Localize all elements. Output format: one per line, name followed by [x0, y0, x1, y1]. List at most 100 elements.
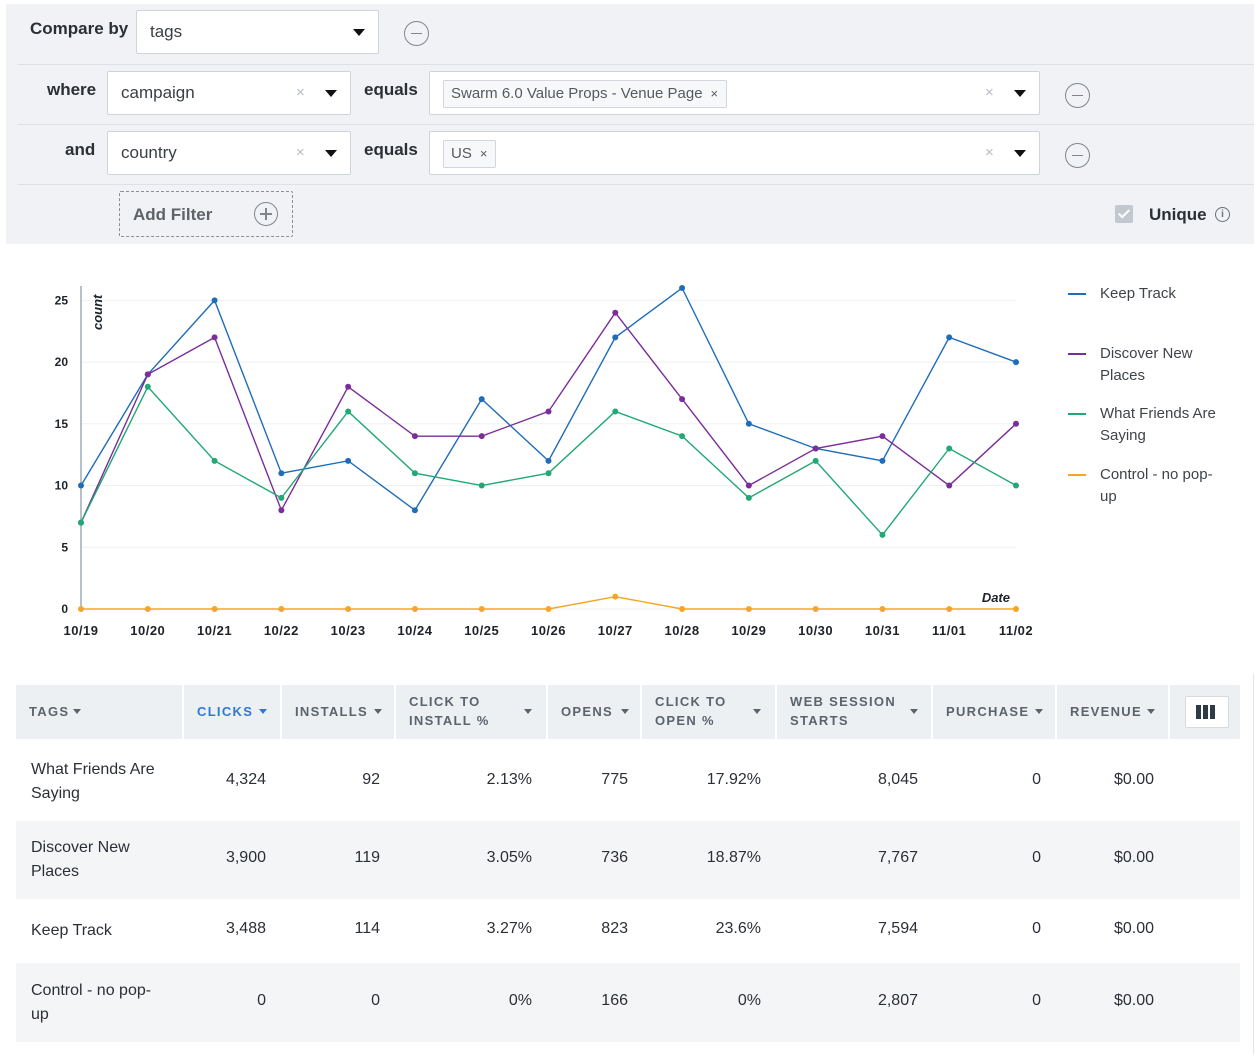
series-line: [80, 286, 1017, 512]
column-header[interactable]: OPENS: [548, 685, 642, 739]
data-point[interactable]: [879, 457, 886, 464]
data-point[interactable]: [211, 334, 218, 341]
data-point[interactable]: [278, 470, 285, 477]
where-field-select[interactable]: campaign ×: [107, 71, 351, 115]
data-point[interactable]: [144, 383, 151, 390]
column-header[interactable]: PURCHASE: [933, 685, 1057, 739]
where-label: where: [47, 80, 97, 99]
data-point[interactable]: [144, 606, 151, 612]
data-point[interactable]: [812, 457, 819, 464]
data-point[interactable]: [211, 297, 218, 304]
data-point[interactable]: [679, 285, 686, 291]
data-point[interactable]: [345, 606, 352, 612]
data-point[interactable]: [345, 457, 352, 464]
data-point[interactable]: [946, 606, 953, 612]
column-header[interactable]: REVENUE: [1057, 685, 1170, 739]
data-point[interactable]: [679, 396, 686, 403]
column-header-label: WEB SESSION STARTS: [790, 692, 896, 730]
data-point[interactable]: [411, 470, 418, 477]
tag-name: Discover New Places: [31, 836, 181, 884]
info-icon[interactable]: i: [1215, 207, 1230, 222]
unique-checkbox[interactable]: [1115, 205, 1133, 223]
table-row[interactable]: What Friends Are Saying 4,324 92 2.13% 775 17.…: [16, 742, 1240, 821]
data-point[interactable]: [679, 606, 686, 612]
data-point[interactable]: [879, 606, 886, 612]
data-point[interactable]: [278, 606, 285, 612]
data-point[interactable]: [879, 531, 886, 538]
column-header[interactable]: CLICK TO OPEN %: [642, 685, 777, 739]
data-point[interactable]: [1013, 482, 1019, 489]
x-tick-label: 10/21: [197, 623, 232, 638]
data-point[interactable]: [478, 606, 485, 612]
sort-caret-icon: [1147, 709, 1155, 714]
data-point[interactable]: [612, 593, 619, 600]
data-point[interactable]: [812, 445, 819, 452]
column-header[interactable]: TAGS: [16, 685, 184, 739]
add-filter-button[interactable]: Add Filter: [119, 191, 293, 237]
chart-axes: 0 5 10 15 20 25 10/19 10/20 10/21 10/22 10/23 10/24…: [55, 286, 1033, 638]
data-point[interactable]: [478, 396, 485, 403]
and-field-value: country: [121, 143, 177, 162]
data-point[interactable]: [411, 606, 418, 612]
data-point[interactable]: [411, 433, 418, 440]
table-row[interactable]: Discover New Places 3,900 119 3.05% 736 18.87%…: [16, 821, 1240, 899]
data-point[interactable]: [612, 408, 619, 415]
data-point[interactable]: [612, 334, 619, 341]
data-point[interactable]: [946, 445, 953, 452]
data-point[interactable]: [478, 433, 485, 440]
data-point[interactable]: [545, 408, 552, 415]
clear-icon[interactable]: ×: [296, 144, 305, 161]
where-values-select[interactable]: Swarm 6.0 Value Props - Venue Page × ×: [429, 71, 1040, 115]
clear-icon[interactable]: ×: [296, 84, 305, 101]
data-point[interactable]: [1013, 420, 1019, 427]
data-point[interactable]: [545, 457, 552, 464]
columns-icon[interactable]: [1185, 696, 1229, 728]
data-point[interactable]: [879, 433, 886, 440]
data-point[interactable]: [345, 383, 352, 390]
and-values-select[interactable]: US × ×: [429, 131, 1040, 175]
data-point[interactable]: [78, 519, 84, 526]
table-cell: 0: [1032, 920, 1041, 937]
clear-icon[interactable]: ×: [985, 144, 994, 161]
remove-filter-icon[interactable]: [1065, 143, 1090, 168]
data-point[interactable]: [478, 482, 485, 489]
series-2: [78, 383, 1019, 538]
data-point[interactable]: [946, 334, 953, 341]
data-point[interactable]: [679, 433, 686, 440]
data-point[interactable]: [1013, 606, 1019, 612]
column-header[interactable]: INSTALLS: [282, 685, 396, 739]
column-header[interactable]: CLICKS: [184, 685, 282, 739]
data-point[interactable]: [745, 482, 752, 489]
data-point[interactable]: [211, 606, 218, 612]
legend-label-line: Keep Track: [1100, 285, 1176, 302]
chip-remove-icon[interactable]: ×: [479, 146, 488, 161]
data-point[interactable]: [946, 482, 953, 489]
data-point[interactable]: [612, 309, 619, 316]
data-point[interactable]: [211, 457, 218, 464]
table-row[interactable]: Control - no pop-up 0 0 0% 166 0% 2,807 0 $0.00: [16, 963, 1240, 1042]
compare-by-select[interactable]: tags: [136, 10, 379, 54]
data-point[interactable]: [745, 494, 752, 501]
clear-icon[interactable]: ×: [985, 84, 994, 101]
column-header[interactable]: WEB SESSION STARTS: [777, 685, 933, 739]
data-point[interactable]: [78, 482, 84, 489]
data-point[interactable]: [1013, 359, 1019, 366]
remove-filter-icon[interactable]: [1065, 83, 1090, 108]
data-point[interactable]: [545, 470, 552, 477]
remove-compare-icon[interactable]: [404, 21, 429, 46]
data-point[interactable]: [745, 606, 752, 612]
data-point[interactable]: [144, 371, 151, 378]
data-point[interactable]: [278, 507, 285, 514]
data-point[interactable]: [345, 408, 352, 415]
chip-remove-icon[interactable]: ×: [710, 86, 719, 101]
and-field-select[interactable]: country ×: [107, 131, 351, 175]
data-point[interactable]: [745, 420, 752, 427]
column-header[interactable]: CLICK TO INSTALL %: [396, 685, 548, 739]
data-point[interactable]: [278, 494, 285, 501]
data-point[interactable]: [812, 606, 819, 612]
table-row[interactable]: Keep Track 3,488 114 3.27% 823 23.6% 7,594 0 $0.…: [16, 899, 1240, 963]
table-cell: 0: [257, 991, 266, 1009]
data-point[interactable]: [411, 507, 418, 514]
data-point[interactable]: [78, 606, 84, 612]
data-point[interactable]: [545, 606, 552, 612]
